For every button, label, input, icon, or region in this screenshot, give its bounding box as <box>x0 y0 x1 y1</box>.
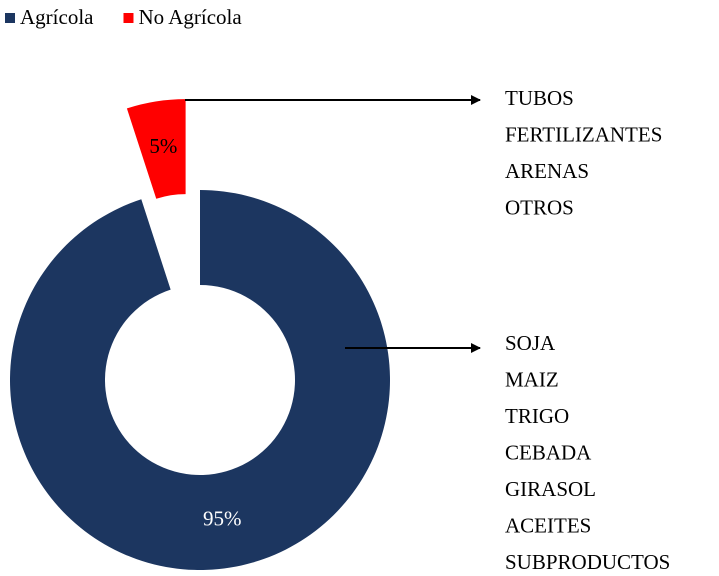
donut-slice <box>10 190 391 570</box>
note-item: OTROS <box>505 195 574 219</box>
note-item: TUBOS <box>505 86 574 110</box>
legend-label: Agrícola <box>20 5 94 29</box>
legend-label: No Agrícola <box>138 5 242 29</box>
note-item: ARENAS <box>505 159 589 183</box>
note-item: TRIGO <box>505 404 569 428</box>
note-item: MAIZ <box>505 367 559 391</box>
note-item: SOJA <box>505 331 556 355</box>
donut-slice <box>126 99 186 199</box>
note-item: CEBADA <box>505 440 592 464</box>
note-item: ACEITES <box>505 513 591 537</box>
note-item: FERTILIZANTES <box>505 122 662 146</box>
note-item: SUBPRODUCTOS <box>505 550 670 574</box>
value-label: 95% <box>203 507 242 531</box>
legend-swatch <box>123 13 134 23</box>
note-item: GIRASOL <box>505 477 596 501</box>
legend-swatch <box>5 13 15 23</box>
value-label: 5% <box>149 134 177 158</box>
